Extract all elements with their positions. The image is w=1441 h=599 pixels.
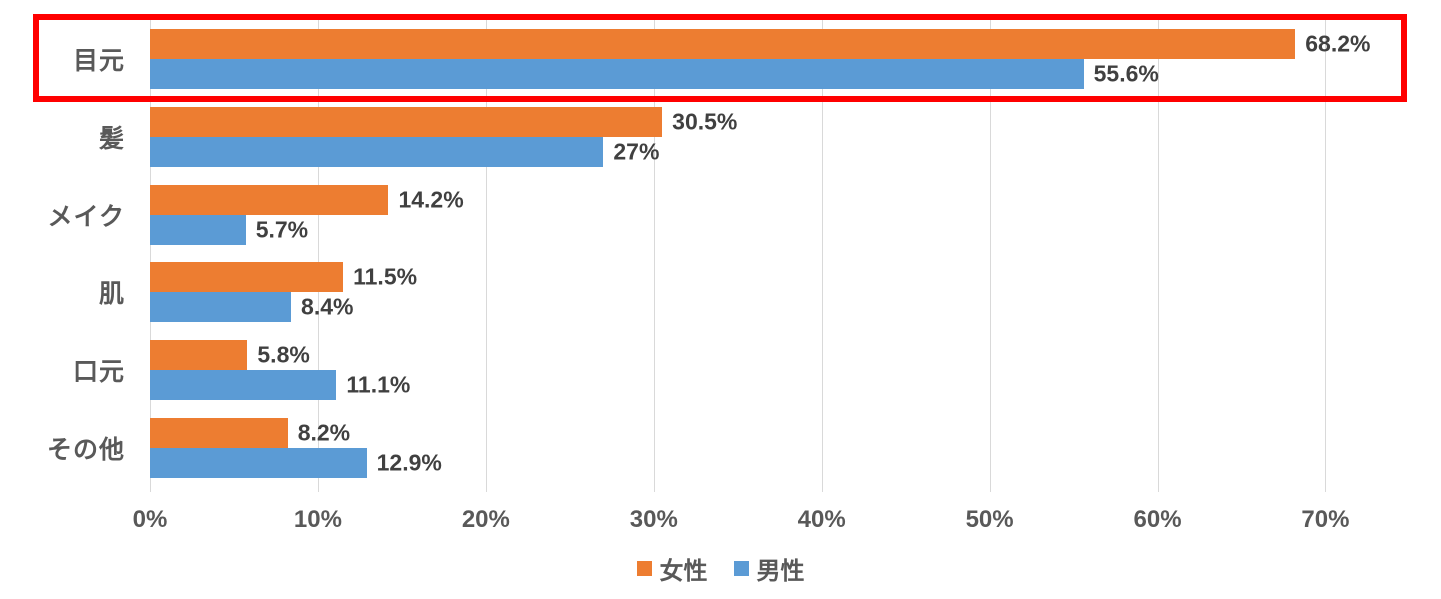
bar-female (150, 106, 663, 137)
bar-female (150, 418, 288, 449)
data-label-female: 5.8% (257, 341, 310, 368)
data-label-female: 11.5% (353, 263, 418, 290)
bar-female (150, 340, 248, 371)
bar-wrap-female: 8.2% (150, 418, 1330, 449)
category-label: その他 (46, 436, 125, 465)
x-tick-label: 70% (1301, 506, 1350, 533)
bar-wrap-male: 55.6% (150, 58, 1330, 89)
bar-male (150, 448, 367, 479)
bar-female (150, 262, 344, 293)
x-tick-label: 50% (965, 506, 1014, 533)
bar-male (150, 292, 292, 323)
bar-female (150, 184, 389, 215)
bar-rows: 68.2% 55.6% 30.5% 27% 14.2% 5.7% 11.5% 8.4% 5.8%… (150, 20, 1370, 487)
data-label-female: 30.5% (672, 108, 738, 135)
bar-wrap-male: 27% (150, 136, 1330, 167)
x-tick-label: 40% (797, 506, 846, 533)
bar-row-3: 11.5% 8.4% (150, 253, 1330, 331)
bar-male (150, 370, 337, 401)
bar-row-1: 30.5% 27% (150, 98, 1330, 176)
category-label: 口元 (72, 358, 125, 387)
data-label-male: 27% (613, 138, 660, 165)
bar-wrap-female: 5.8% (150, 340, 1330, 371)
bar-wrap-female: 11.5% (150, 262, 1330, 293)
x-tick-label: 60% (1133, 506, 1182, 533)
bar-row-5: 8.2% 12.9% (150, 409, 1330, 487)
bar-wrap-male: 5.7% (150, 214, 1330, 245)
bar-female (150, 28, 1296, 59)
legend-swatch-female (636, 560, 652, 576)
x-tick-label: 10% (293, 506, 342, 533)
bar-row-4: 5.8% 11.1% (150, 331, 1330, 409)
legend: 女性 男性 (0, 551, 1441, 585)
bar-wrap-male: 12.9% (150, 448, 1330, 479)
bar-male (150, 214, 246, 245)
legend-item-female: 女性 (636, 551, 708, 586)
data-label-male: 55.6% (1093, 60, 1159, 87)
category-label: 肌 (98, 280, 125, 309)
legend-swatch-male (733, 560, 749, 576)
data-label-male: 11.1% (346, 371, 411, 398)
bar-wrap-female: 14.2% (150, 184, 1330, 215)
bar-male (150, 58, 1084, 89)
category-labels: 目元髪メイク肌口元その他 (0, 20, 125, 487)
data-label-female: 68.2% (1305, 30, 1371, 57)
bar-wrap-male: 11.1% (150, 370, 1330, 401)
bar-male (150, 136, 604, 167)
legend-item-male: 男性 (733, 551, 805, 586)
data-label-female: 14.2% (398, 186, 464, 213)
bar-row-0: 68.2% 55.6% (150, 20, 1370, 98)
bar-wrap-male: 8.4% (150, 292, 1330, 323)
category-label: メイク (47, 202, 125, 231)
bar-row-2: 14.2% 5.7% (150, 176, 1330, 254)
data-label-female: 8.2% (297, 419, 351, 446)
bar-wrap-female: 68.2% (150, 28, 1370, 59)
legend-label-female: 女性 (659, 557, 708, 585)
data-label-male: 8.4% (301, 293, 354, 320)
bar-wrap-female: 30.5% (150, 106, 1330, 137)
category-label: 目元 (72, 46, 125, 75)
x-tick-label: 30% (629, 506, 678, 533)
data-label-male: 12.9% (376, 449, 442, 476)
category-label: 髪 (98, 124, 125, 153)
x-tick-label: 20% (461, 506, 510, 533)
x-axis: 0% 10% 20% 30% 40% 50% 60% 70% (133, 506, 1350, 536)
x-tick-label: 0% (132, 506, 168, 533)
data-label-male: 5.7% (255, 216, 309, 243)
legend-label-male: 男性 (756, 557, 805, 585)
